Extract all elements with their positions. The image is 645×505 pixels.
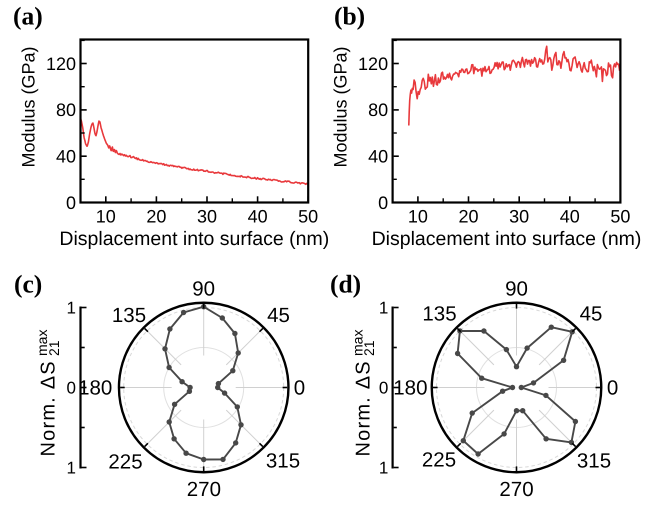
svg-text:40: 40 <box>560 207 580 227</box>
svg-text:21: 21 <box>361 340 377 356</box>
svg-text:(d): (d) <box>330 270 361 299</box>
svg-text:120: 120 <box>358 54 388 74</box>
svg-text:40: 40 <box>248 207 268 227</box>
svg-text:80: 80 <box>56 100 76 120</box>
svg-text:30: 30 <box>509 207 529 227</box>
svg-text:Modulus (GPa): Modulus (GPa) <box>331 46 351 167</box>
svg-text:0: 0 <box>66 193 76 213</box>
svg-text:0: 0 <box>378 193 388 213</box>
svg-text:0: 0 <box>67 379 76 398</box>
svg-text:(c): (c) <box>14 270 42 299</box>
svg-text:0: 0 <box>294 377 305 400</box>
svg-text:315: 315 <box>266 450 300 473</box>
svg-text:90: 90 <box>192 278 215 301</box>
svg-text:20: 20 <box>458 207 478 227</box>
svg-text:80: 80 <box>368 100 388 120</box>
svg-text:1: 1 <box>379 459 388 478</box>
svg-text:315: 315 <box>577 450 611 473</box>
svg-text:50: 50 <box>610 207 630 227</box>
svg-text:Norm. ΔS: Norm. ΔS <box>37 360 59 456</box>
svg-text:0: 0 <box>607 377 618 400</box>
svg-text:45: 45 <box>580 303 603 326</box>
svg-text:50: 50 <box>298 207 318 227</box>
svg-text:0: 0 <box>379 379 388 398</box>
svg-text:max: max <box>34 330 50 356</box>
svg-text:45: 45 <box>267 304 290 327</box>
svg-text:20: 20 <box>146 207 166 227</box>
svg-text:1: 1 <box>67 459 76 478</box>
svg-text:Norm. ΔS: Norm. ΔS <box>353 360 375 456</box>
svg-text:(a): (a) <box>13 1 43 30</box>
svg-text:(b): (b) <box>334 1 365 30</box>
svg-text:270: 270 <box>499 478 533 501</box>
svg-text:120: 120 <box>46 54 76 74</box>
svg-text:180: 180 <box>393 377 427 400</box>
svg-text:90: 90 <box>505 278 528 301</box>
svg-text:Modulus (GPa): Modulus (GPa) <box>18 46 38 167</box>
svg-text:10: 10 <box>408 207 428 227</box>
svg-text:135: 135 <box>112 304 146 327</box>
svg-text:21: 21 <box>46 340 62 356</box>
svg-text:1: 1 <box>67 299 76 318</box>
svg-text:225: 225 <box>422 449 456 472</box>
svg-text:180: 180 <box>78 377 112 400</box>
svg-text:40: 40 <box>56 147 76 167</box>
svg-text:270: 270 <box>187 478 221 501</box>
svg-text:max: max <box>349 330 365 356</box>
svg-text:40: 40 <box>368 147 388 167</box>
svg-text:30: 30 <box>197 207 217 227</box>
svg-text:225: 225 <box>108 451 142 474</box>
svg-text:1: 1 <box>379 299 388 318</box>
svg-text:Displacement into surface (nm): Displacement into surface (nm) <box>372 228 642 250</box>
svg-text:10: 10 <box>96 207 116 227</box>
svg-text:Displacement into surface (nm): Displacement into surface (nm) <box>59 228 329 250</box>
svg-text:135: 135 <box>422 303 456 326</box>
